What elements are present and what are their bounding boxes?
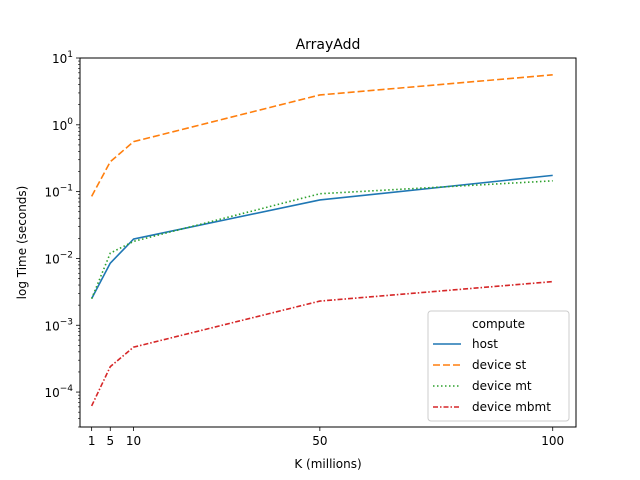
plot-frame	[79, 57, 577, 428]
y-tick-label: 10−1	[44, 184, 73, 200]
series-line-device-mbmt	[90, 280, 553, 407]
y-tick-label: 10−4	[44, 384, 73, 400]
legend-entry-label: host	[472, 337, 498, 351]
legend-entries: host device st device mt device mbmt	[433, 337, 551, 414]
x-axis: 1 5 10 50 100	[88, 427, 564, 448]
y-tick-label: 10−2	[44, 250, 73, 266]
y-tick-label: 10−3	[44, 317, 73, 333]
x-tick-label: 100	[541, 434, 564, 448]
x-tick-label: 5	[106, 434, 114, 448]
y-tick-label: 101	[52, 50, 73, 66]
y-axis-label: log Time (seconds)	[15, 186, 29, 300]
legend: compute host device st device mt device mbm…	[427, 310, 570, 422]
legend-title: compute	[472, 317, 525, 331]
series-line-device-mt	[90, 180, 553, 299]
legend-entry-label: device st	[472, 358, 526, 372]
legend-entry-label: device mt	[472, 379, 532, 393]
x-tick-label: 10	[126, 434, 141, 448]
chart-title: ArrayAdd	[296, 37, 361, 53]
legend-box	[427, 310, 570, 422]
series-line-device-st	[90, 74, 553, 197]
series-lines	[90, 74, 553, 407]
legend-entry-label: device mbmt	[472, 400, 551, 414]
y-tick-label: 100	[52, 117, 73, 133]
series-line-host	[90, 174, 553, 300]
x-axis-label: K (millions)	[294, 457, 361, 471]
x-tick-label: 50	[312, 434, 327, 448]
y-axis: 10−4 10−3 10−2 10−1 100 101	[44, 50, 80, 428]
x-tick-label: 1	[88, 434, 96, 448]
